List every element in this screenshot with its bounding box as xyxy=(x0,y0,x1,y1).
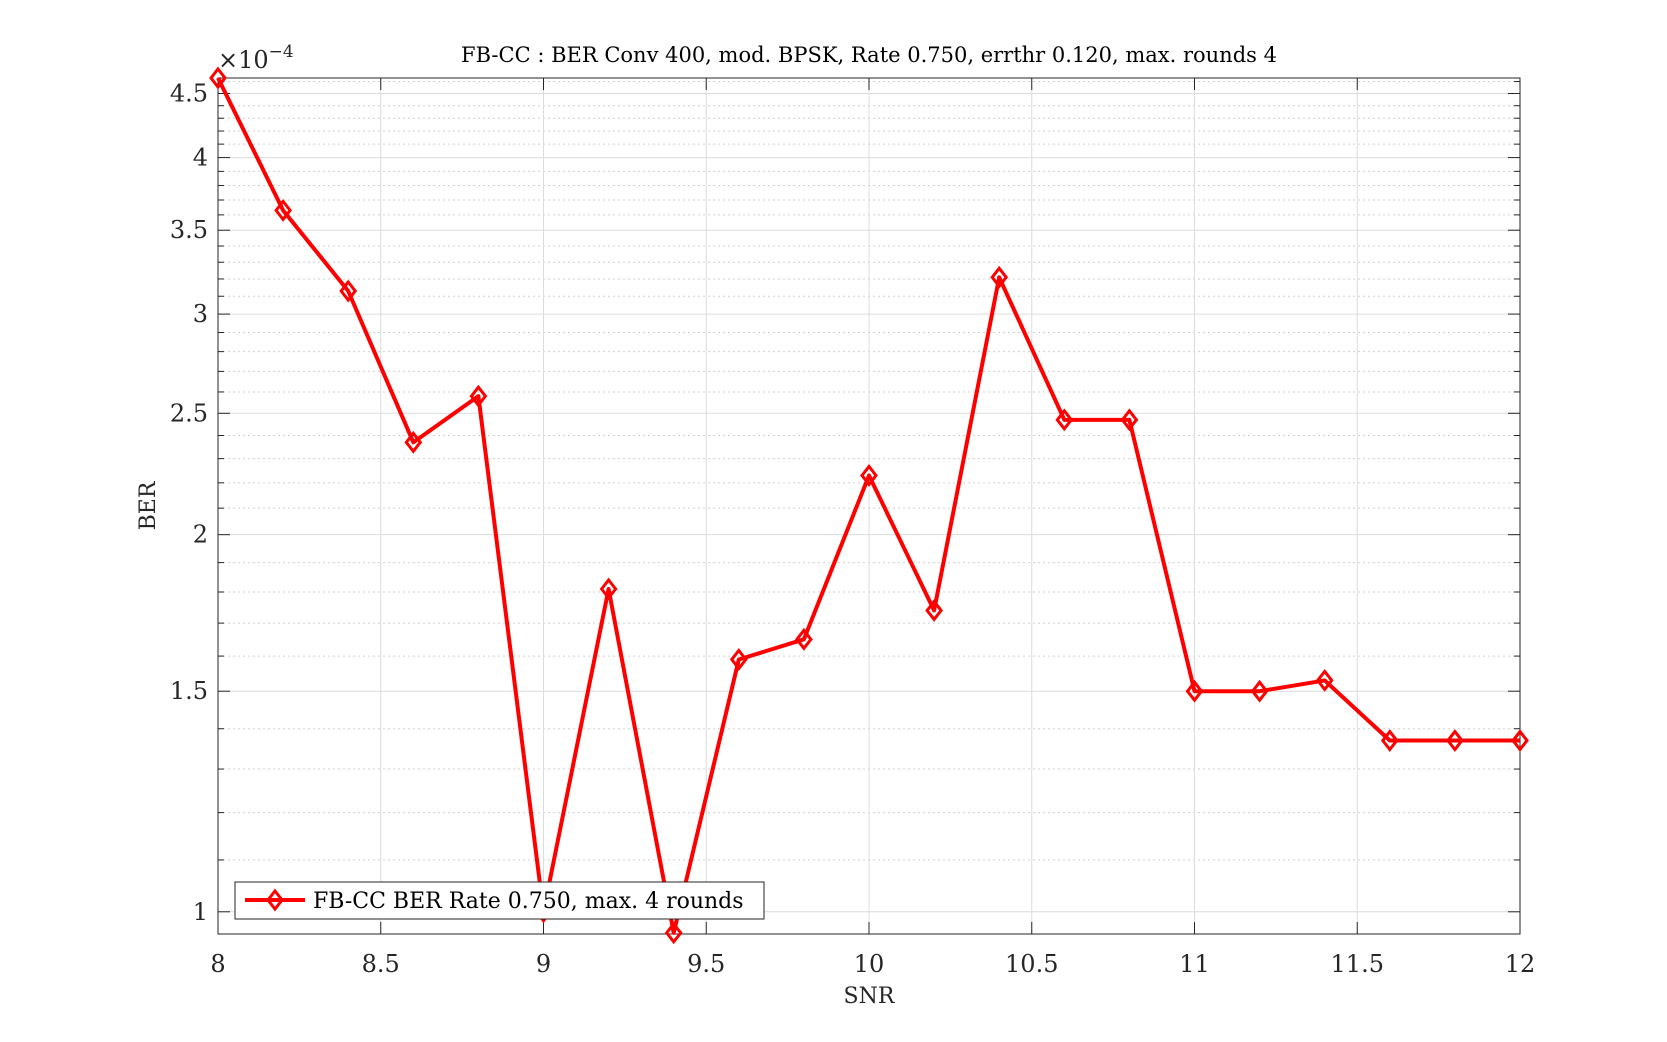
y-exponent-power: −4 xyxy=(269,42,294,62)
data-point-marker xyxy=(794,627,813,651)
data-point-marker xyxy=(274,198,293,222)
x-tick-label: 11 xyxy=(1179,950,1210,978)
data-point-marker xyxy=(209,66,227,90)
series-line xyxy=(216,77,1520,935)
legend-marker-sample xyxy=(266,888,284,912)
chart-title: FB-CC : BER Conv 400, mod. BPSK, Rate 0.… xyxy=(461,43,1277,67)
legend-label: FB-CC BER Rate 0.750, max. 4 rounds xyxy=(313,889,744,914)
x-tick-label: 8 xyxy=(210,950,225,978)
data-point-marker xyxy=(469,384,488,408)
data-point-marker xyxy=(729,648,748,671)
x-tick-labels: 8 8.5 9 9.5 10 10.5 11 11.5 12 xyxy=(210,950,1535,978)
x-tick-label: 8.5 xyxy=(362,950,400,978)
x-axis-title: SNR xyxy=(844,984,896,1009)
x-tick-label: 10.5 xyxy=(1005,950,1058,978)
data-point-marker xyxy=(1445,729,1464,752)
data-point-marker xyxy=(339,279,358,303)
legend: FB-CC BER Rate 0.750, max. 4 rounds xyxy=(234,881,765,920)
data-point-marker xyxy=(1055,408,1074,432)
data-point-marker xyxy=(1250,679,1269,703)
y-tick-label: 1 xyxy=(193,898,208,926)
data-point-marker xyxy=(404,430,423,454)
y-tick-label: 2 xyxy=(193,521,208,549)
data-point-marker xyxy=(1511,729,1529,752)
y-tick-label: 4 xyxy=(193,144,208,172)
x-tick-label: 11.5 xyxy=(1331,950,1384,978)
y-axis-title: BER xyxy=(136,480,161,530)
data-point-marker xyxy=(599,577,618,601)
axis-ticks xyxy=(217,78,1521,934)
data-point-marker xyxy=(1315,668,1334,692)
data-point-marker xyxy=(1380,729,1399,752)
legend-box xyxy=(234,881,765,920)
x-tick-label: 12 xyxy=(1505,950,1536,978)
x-tick-label: 9.5 xyxy=(687,950,725,978)
x-tick-label: 10 xyxy=(854,950,885,978)
y-tick-labels: 1 1.5 2 2.5 3 3.5 4 4.5 xyxy=(170,79,208,925)
data-point-marker xyxy=(860,464,878,487)
y-tick-label: 2.5 xyxy=(170,399,208,427)
data-point-marker xyxy=(664,921,683,945)
data-point-marker xyxy=(925,599,944,622)
y-tick-label: 3 xyxy=(193,300,208,328)
y-exponent-label: ×10−4 xyxy=(218,42,294,74)
data-point-marker xyxy=(1120,408,1139,432)
y-tick-label: 3.5 xyxy=(170,216,208,244)
x-tick-label: 9 xyxy=(536,950,551,978)
y-tick-label: 4.5 xyxy=(170,79,208,107)
y-tick-label: 1.5 xyxy=(170,677,208,705)
data-point-marker xyxy=(990,265,1009,289)
data-point-marker xyxy=(1185,679,1204,703)
